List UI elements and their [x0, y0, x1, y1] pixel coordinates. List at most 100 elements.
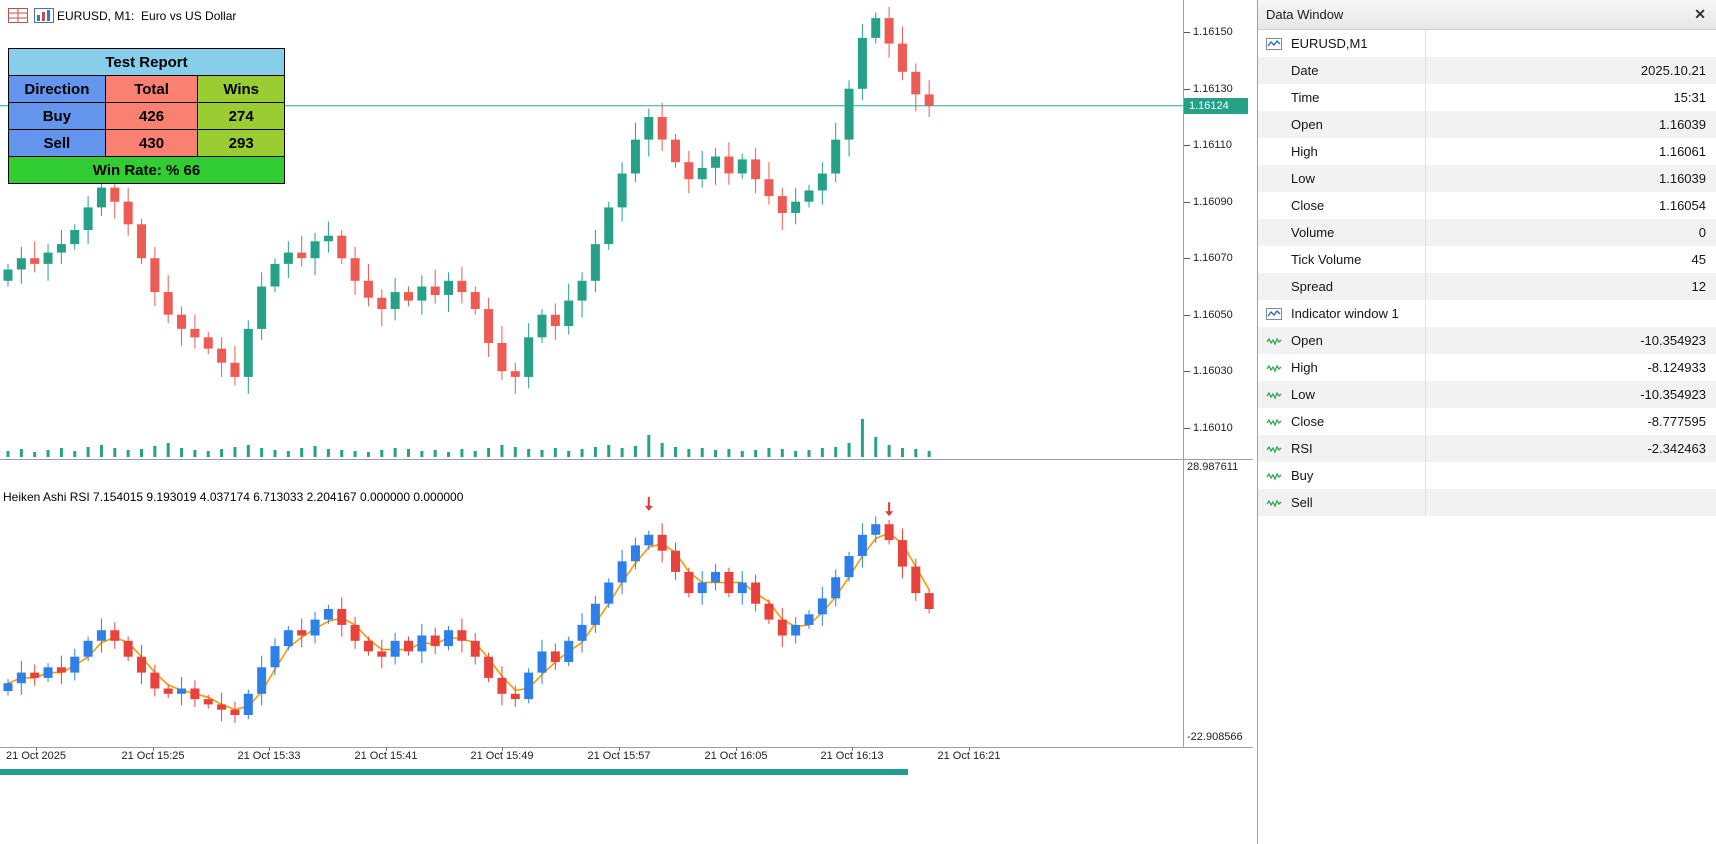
row-label: RSI: [1291, 441, 1313, 456]
report-cell: Buy: [8, 102, 106, 130]
table-row: Buy 426 274: [8, 102, 285, 130]
report-cell: Wins: [197, 75, 285, 103]
symbol-row: EURUSD,M1: [1258, 30, 1716, 57]
indicator-window-row: Indicator window 1: [1258, 300, 1716, 327]
row-label: Low: [1291, 171, 1315, 186]
table-row: Sell 430 293: [8, 129, 285, 157]
row-value: 2025.10.21: [1640, 63, 1706, 78]
table-row: Date 2025.10.21: [1258, 57, 1716, 84]
row-value: 45: [1691, 252, 1706, 267]
table-row: Direction Total Wins: [8, 75, 285, 103]
price-axis-label: 1.16110: [1193, 139, 1232, 151]
indicator-wave-icon: [1266, 416, 1282, 428]
row-label: High: [1291, 360, 1318, 375]
row-label: Sell: [1291, 495, 1313, 510]
time-axis-label: 21 Oct 15:33: [237, 750, 301, 762]
time-axis-label: 21 Oct 16:05: [704, 750, 768, 762]
time-tick: [502, 747, 503, 751]
row-value: 12: [1691, 279, 1706, 294]
report-cell: Total: [104, 75, 199, 103]
report-cell: 430: [104, 129, 199, 157]
price-axis-label: 1.16130: [1193, 83, 1233, 95]
subwindow-separator[interactable]: [0, 459, 1253, 460]
row-value: -2.342463: [1647, 441, 1706, 456]
main-price-chart[interactable]: [0, 0, 1183, 459]
indicator-rows: Open -10.354923 High -8.124933 Low -10.354923…: [1258, 327, 1716, 516]
price-tick: [1184, 428, 1190, 429]
test-report-panel: Test Report Direction Total Wins Buy 426 274 S…: [8, 48, 285, 184]
symbol-label: EURUSD,M1: [1291, 36, 1368, 51]
test-report-table: Test Report Direction Total Wins Buy 426 274 S…: [8, 48, 285, 184]
table-row: Sell: [1258, 489, 1716, 516]
indicator-window-label: Indicator window 1: [1291, 306, 1399, 321]
time-tick: [852, 747, 853, 751]
price-tick: [1184, 258, 1190, 259]
time-tick: [619, 747, 620, 751]
row-label: High: [1291, 144, 1318, 159]
indicator-wave-icon: [1266, 497, 1282, 509]
table-row: Low -10.354923: [1258, 381, 1716, 408]
price-tick: [1184, 371, 1190, 372]
report-cell: 426: [104, 102, 199, 130]
chart-title: EURUSD, M1: Euro vs US Dollar: [57, 9, 237, 23]
test-report-title: Test Report: [8, 48, 285, 76]
table-row: Open -10.354923: [1258, 327, 1716, 354]
bar-chart-icon: [34, 8, 54, 28]
indicator-name-label: Heiken Ashi RSI 7.154015 9.193019 4.0371…: [3, 490, 464, 504]
time-axis-separator: [0, 747, 1253, 748]
indicator-subwindow-chart[interactable]: [0, 460, 1183, 747]
time-tick: [36, 747, 37, 751]
report-cell: 274: [197, 102, 285, 130]
row-value: -10.354923: [1640, 333, 1706, 348]
time-axis-label: 21 Oct 15:41: [354, 750, 418, 762]
chart-line-icon: [1266, 37, 1282, 50]
row-label: Buy: [1291, 468, 1314, 483]
price-tick: [1184, 202, 1190, 203]
price-axis-label: 1.16150: [1193, 26, 1233, 38]
close-icon[interactable]: ✕: [1694, 6, 1706, 22]
report-cell: Sell: [8, 129, 106, 157]
win-rate-cell: Win Rate: % 66: [8, 156, 285, 184]
price-tick: [1184, 145, 1190, 146]
quote-rows: Date 2025.10.21 Time 15:31 Open 1.16039 High 1.…: [1258, 57, 1716, 300]
chart-area[interactable]: EURUSD, M1: Euro vs US Dollar Test Repor…: [0, 0, 1253, 775]
price-tick: [1184, 315, 1190, 316]
price-axis-label: 1.16090: [1193, 196, 1233, 208]
table-row: Spread 12: [1258, 273, 1716, 300]
row-value: 1.16061: [1659, 144, 1706, 159]
indicator-wave-icon: [1266, 470, 1282, 482]
table-row: Close -8.777595: [1258, 408, 1716, 435]
row-value: 1.16039: [1659, 117, 1706, 132]
time-axis-label: 21 Oct 15:49: [470, 750, 534, 762]
data-window-panel: Data Window ✕ EURUSD,M1 Date 2025.10.21 Ti…: [1257, 0, 1716, 844]
current-price-badge: 1.16124: [1184, 98, 1248, 114]
time-axis-label: 21 Oct 2025: [6, 750, 66, 762]
data-window-title: Data Window: [1266, 7, 1344, 22]
table-row: High -8.124933: [1258, 354, 1716, 381]
row-value: -10.354923: [1640, 387, 1706, 402]
price-axis-label: 1.16010: [1193, 422, 1233, 434]
row-label: Tick Volume: [1291, 252, 1362, 267]
table-row: Low 1.16039: [1258, 165, 1716, 192]
time-axis-label: 21 Oct 15:25: [121, 750, 185, 762]
indicator-wave-icon: [1266, 443, 1282, 455]
report-cell: Direction: [8, 75, 106, 103]
row-label: Open: [1291, 333, 1323, 348]
table-row: Close 1.16054: [1258, 192, 1716, 219]
row-value: -8.777595: [1647, 414, 1706, 429]
row-value: 1.16039: [1659, 171, 1706, 186]
indicator-wave-icon: [1266, 335, 1282, 347]
report-table-icon: [8, 8, 28, 28]
row-label: Close: [1291, 198, 1325, 213]
row-value: 1.16054: [1659, 198, 1706, 213]
chart-line-icon: [1266, 307, 1282, 320]
time-tick: [269, 747, 270, 751]
price-axis-label: 1.16070: [1193, 252, 1233, 264]
indicator-wave-icon: [1266, 389, 1282, 401]
row-label: Volume: [1291, 225, 1335, 240]
row-value: 15:31: [1673, 90, 1706, 105]
time-axis-label: 21 Oct 16:13: [820, 750, 884, 762]
report-cell: 293: [197, 129, 285, 157]
indicator-scale-min: -22.908566: [1187, 731, 1243, 743]
